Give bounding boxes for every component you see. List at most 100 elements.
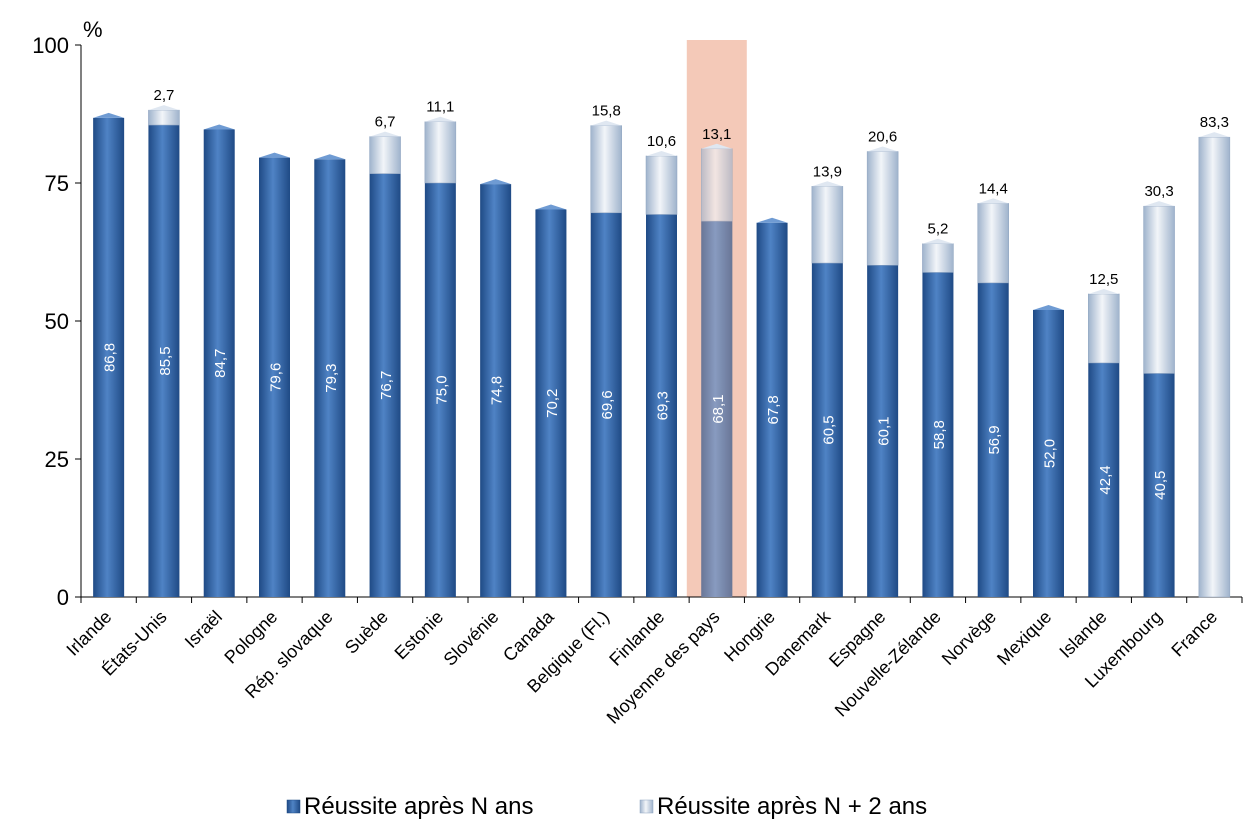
bar-reussite-n <box>701 221 733 597</box>
bar-reussite-n2 <box>590 125 622 214</box>
data-label-reussite-n: 67,8 <box>765 395 782 424</box>
bar-reussite-n2-cap <box>867 146 899 152</box>
bar-reussite-n2 <box>701 148 733 222</box>
bar-reussite-n2 <box>1088 293 1120 364</box>
data-label-reussite-n: 86,8 <box>102 343 119 372</box>
bar-reussite-n2-cap <box>922 238 954 244</box>
data-label-reussite-n: 52,0 <box>1042 439 1059 468</box>
y-tick-label: 50 <box>45 309 69 334</box>
x-category-label: Israël <box>181 607 226 652</box>
bar-reussite-n-cap <box>203 124 235 130</box>
y-tick-label: 25 <box>45 447 69 472</box>
data-label-reussite-n: 56,9 <box>986 425 1003 454</box>
legend-label-reussite-n: Réussite après N ans <box>304 793 533 820</box>
legend-swatch-reussite-n2 <box>639 799 654 814</box>
y-tick-label: 100 <box>32 33 69 58</box>
bar-reussite-n <box>314 159 346 597</box>
bar-reussite-n2-cap <box>977 198 1009 204</box>
data-label-reussite-n: 69,6 <box>599 390 616 419</box>
bar-reussite-n <box>480 184 512 597</box>
bar-reussite-n-cap <box>480 179 512 185</box>
bar-reussite-n2 <box>148 109 180 126</box>
bar-reussite-n-cap <box>259 152 290 158</box>
data-label-reussite-n: 76,7 <box>378 371 395 400</box>
data-label-reussite-n2: 13,9 <box>813 163 842 180</box>
bar-reussite-n <box>203 129 235 597</box>
bar-reussite-n <box>1088 362 1120 597</box>
bar-reussite-n2 <box>369 136 401 174</box>
bar-reussite-n <box>259 157 290 597</box>
bar-reussite-n-cap <box>93 112 125 118</box>
bar-reussite-n2-cap <box>369 131 401 137</box>
data-label-reussite-n2: 15,8 <box>592 103 621 120</box>
bar-reussite-n-cap <box>314 154 346 160</box>
bar-reussite-n2-cap <box>1088 288 1120 294</box>
y-tick-label: 75 <box>45 171 69 196</box>
data-label-reussite-n: 75,0 <box>433 375 450 404</box>
bar-reussite-n <box>424 183 456 597</box>
bar-reussite-n <box>867 265 899 597</box>
y-tick-label: 0 <box>57 585 69 610</box>
bar-reussite-n2-cap <box>148 105 180 111</box>
data-label-reussite-n2: 83,3 <box>1200 114 1229 131</box>
data-label-reussite-n: 58,8 <box>931 420 948 449</box>
legend-swatch-reussite-n <box>286 799 301 814</box>
x-category-label: Slovénie <box>440 607 503 670</box>
x-category-label: Suède <box>341 607 392 658</box>
bar-reussite-n2-cap <box>1143 201 1175 207</box>
bar-reussite-n2-cap <box>646 150 677 156</box>
bar-reussite-n2 <box>977 203 1009 284</box>
bar-reussite-n <box>922 272 954 597</box>
data-label-reussite-n: 69,3 <box>655 391 672 420</box>
data-label-reussite-n2: 20,6 <box>868 129 897 146</box>
bar-reussite-n <box>148 125 180 597</box>
bar-reussite-n2-cap <box>1198 132 1230 138</box>
data-label-reussite-n: 84,7 <box>212 349 229 378</box>
data-label-reussite-n2: 13,1 <box>702 126 731 143</box>
y-axis-unit-label: % <box>83 17 103 42</box>
bar-reussite-n <box>535 209 567 597</box>
data-label-reussite-n2: 10,6 <box>647 133 676 150</box>
data-label-reussite-n: 60,1 <box>876 417 893 446</box>
bar-reussite-n <box>1033 309 1064 597</box>
data-label-reussite-n2: 11,1 <box>426 99 454 116</box>
bar-reussite-n2 <box>1143 205 1175 374</box>
data-label-reussite-n: 79,3 <box>323 364 340 393</box>
bar-reussite-n-cap <box>1033 304 1064 310</box>
data-label-reussite-n: 79,6 <box>268 363 285 392</box>
data-label-reussite-n: 70,2 <box>544 389 561 418</box>
bar-reussite-n2 <box>645 155 678 215</box>
bar-reussite-n2 <box>424 121 457 184</box>
highlight-overlay <box>701 148 733 597</box>
data-label-reussite-n: 42,4 <box>1097 465 1114 494</box>
bar-reussite-n2 <box>1198 136 1231 598</box>
bar-reussite-n <box>1143 373 1175 597</box>
bar-reussite-n-cap <box>535 204 567 210</box>
x-category-label: Estonie <box>391 607 448 664</box>
bar-reussite-n <box>93 117 125 597</box>
bar-reussite-n-cap <box>756 217 788 223</box>
data-label-reussite-n: 68,1 <box>710 394 727 423</box>
bar-reussite-n2-cap <box>424 116 456 122</box>
legend-label-reussite-n2: Réussite après N + 2 ans <box>657 793 927 820</box>
bar-reussite-n2 <box>811 186 844 264</box>
bar-reussite-n2-cap <box>590 120 622 126</box>
x-category-label: France <box>1167 607 1221 661</box>
x-category-label: Irlande <box>62 607 115 660</box>
bar-reussite-n <box>977 282 1009 597</box>
data-label-reussite-n: 60,5 <box>820 415 837 444</box>
data-label-reussite-n: 40,5 <box>1152 471 1169 500</box>
data-label-reussite-n2: 6,7 <box>375 114 396 131</box>
data-label-reussite-n: 74,8 <box>489 376 506 405</box>
data-label-reussite-n2: 12,5 <box>1089 271 1118 288</box>
x-category-label: Mexique <box>993 607 1055 669</box>
data-label-reussite-n2: 5,2 <box>927 221 948 238</box>
bar-reussite-n <box>646 214 677 598</box>
bar-reussite-n2 <box>866 151 899 266</box>
bar-reussite-n <box>756 222 788 597</box>
data-label-reussite-n2: 30,3 <box>1144 183 1173 200</box>
bar-reussite-n2 <box>922 243 954 273</box>
bar-reussite-n <box>811 263 843 597</box>
x-category-label: Norvège <box>938 607 1000 669</box>
